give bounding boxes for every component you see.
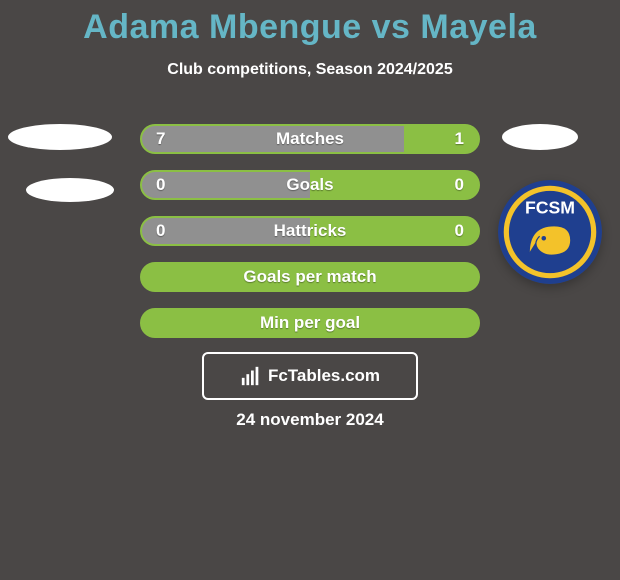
comparison-infographic: Adama Mbengue vs Mayela Club competition… [0,0,620,580]
stat-label: Goals per match [243,267,376,287]
stat-fill-left [142,126,404,152]
stat-label: Hattricks [274,221,347,241]
stat-value-left: 0 [156,175,165,195]
stat-fill-right [310,172,478,198]
bar-chart-icon [240,365,262,387]
left-player-avatar-placeholder-2 [26,178,114,202]
stat-row-hattricks: 0 Hattricks 0 [140,216,480,246]
svg-text:FCSM: FCSM [525,197,575,217]
stat-fill-right [404,126,478,152]
stat-value-left: 7 [156,129,165,149]
page-title: Adama Mbengue vs Mayela [0,0,620,47]
subtitle: Club competitions, Season 2024/2025 [0,61,620,79]
club-badge-icon: FCSM [498,180,602,284]
stat-fill-left [142,172,310,198]
right-player-avatar-placeholder [502,124,578,150]
stat-row-goals-per-match: Goals per match [140,262,480,292]
stat-label: Min per goal [260,313,360,333]
stat-value-left: 0 [156,221,165,241]
stat-row-goals: 0 Goals 0 [140,170,480,200]
brand-footer: FcTables.com [202,352,418,400]
stat-row-matches: 7 Matches 1 [140,124,480,154]
stat-value-right: 0 [455,221,464,241]
generation-date: 24 november 2024 [0,410,620,430]
club-badge-fcsm: FCSM [498,180,602,284]
left-player-avatar-placeholder-1 [8,124,112,150]
brand-text: FcTables.com [268,366,380,386]
stat-label: Goals [286,175,333,195]
stat-row-min-per-goal: Min per goal [140,308,480,338]
stat-label: Matches [276,129,344,149]
stat-value-right: 0 [455,175,464,195]
stat-value-right: 1 [455,129,464,149]
